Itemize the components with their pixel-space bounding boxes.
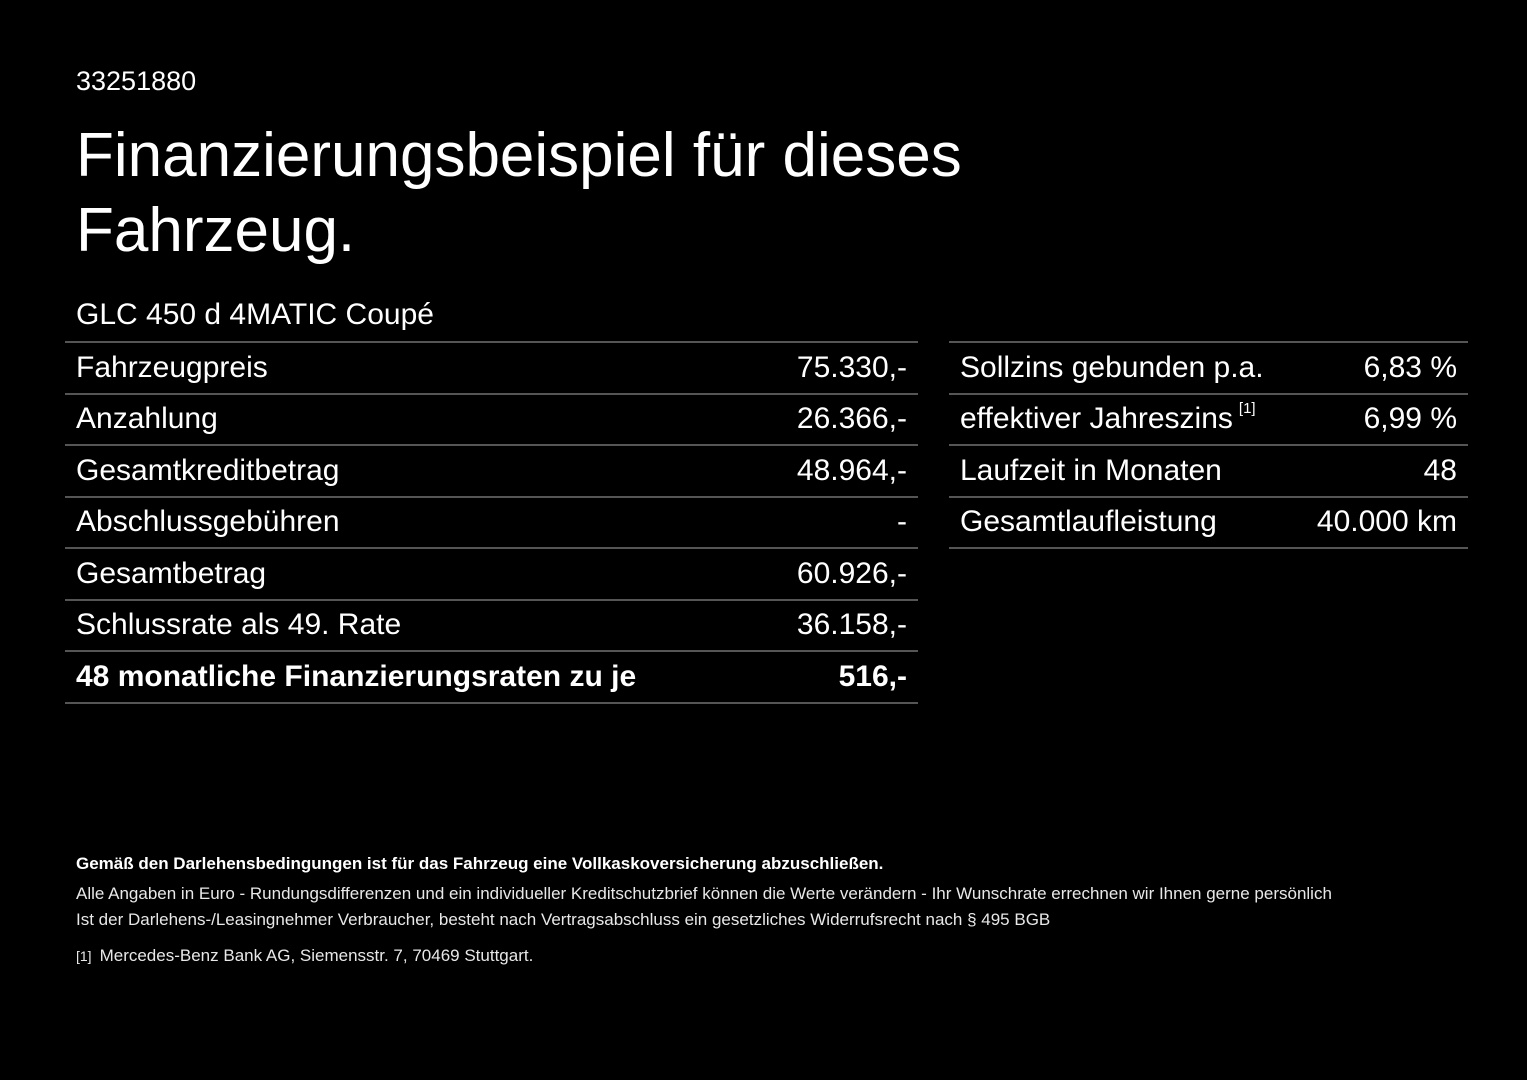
- row-label: effektiver Jahreszins: [960, 402, 1233, 436]
- insurance-note: Gemäß den Darlehensbedingungen ist für d…: [76, 854, 884, 873]
- financing-table: Fahrzeugpreis 75.330,- Anzahlung 26.366,- …: [65, 341, 918, 704]
- row-label: Schlussrate als 49. Rate: [76, 608, 402, 642]
- table-row: Anzahlung 26.366,-: [65, 395, 918, 446]
- row-value: 36.158,-: [796, 608, 907, 642]
- row-label: Gesamtlaufleistung: [960, 505, 1217, 539]
- footnote-marker: [1]: [76, 948, 92, 964]
- row-label: Sollzins gebunden p.a.: [960, 350, 1264, 384]
- row-label: 48 monatliche Finanzierungsraten zu je: [76, 659, 637, 693]
- footnote-ref: [1]: [1238, 400, 1256, 418]
- row-value: 48.964,-: [796, 453, 907, 487]
- row-value: 6,99 %: [1363, 402, 1457, 436]
- row-label: Laufzeit in Monaten: [960, 453, 1222, 487]
- table-row: Abschlussgebühren -: [65, 498, 918, 549]
- table-row: Sollzins gebunden p.a. 6,83 %: [949, 343, 1468, 395]
- row-label: Anzahlung: [76, 402, 218, 436]
- row-value: 48: [1423, 453, 1457, 487]
- row-value: 26.366,-: [796, 402, 907, 436]
- page-title: Finanzierungsbeispiel für dieses Fahrzeu…: [76, 121, 962, 265]
- row-value: 40.000 km: [1316, 505, 1457, 539]
- row-value: 75.330,-: [796, 350, 907, 384]
- interest-table: Sollzins gebunden p.a. 6,83 % effektiver …: [949, 341, 1468, 549]
- row-label: Abschlussgebühren: [76, 505, 340, 539]
- table-row: effektiver Jahreszins [1] 6,99 %: [949, 395, 1468, 446]
- row-label: Gesamtkreditbetrag: [76, 453, 340, 487]
- table-row: Gesamtkreditbetrag 48.964,-: [65, 446, 918, 498]
- vehicle-id: 33251880: [76, 66, 197, 96]
- footnote-text: Mercedes-Benz Bank AG, Siemensstr. 7, 70…: [99, 946, 534, 965]
- model-name: GLC 450 d 4MATIC Coupé: [76, 298, 434, 331]
- row-value: 6,83 %: [1363, 350, 1457, 384]
- table-row: Laufzeit in Monaten 48: [949, 446, 1468, 498]
- row-label: Gesamtbetrag: [76, 556, 267, 590]
- row-value: 516,-: [838, 659, 907, 693]
- withdrawal-note: Ist der Darlehens-/Leasingnehmer Verbrau…: [76, 910, 1051, 929]
- table-row: Gesamtlaufleistung 40.000 km: [949, 498, 1468, 549]
- footnote: [1] Mercedes-Benz Bank AG, Siemensstr. 7,…: [76, 946, 533, 966]
- row-value: -: [897, 505, 907, 539]
- row-label: Fahrzeugpreis: [76, 350, 268, 384]
- euro-note: Alle Angaben in Euro - Rundungsdifferenz…: [76, 884, 1332, 903]
- monthly-rate-row: 48 monatliche Finanzierungsraten zu je 51…: [65, 652, 918, 704]
- table-row: Schlussrate als 49. Rate 36.158,-: [65, 601, 918, 652]
- table-row: Fahrzeugpreis 75.330,-: [65, 343, 918, 395]
- table-row: Gesamtbetrag 60.926,-: [65, 549, 918, 601]
- row-value: 60.926,-: [796, 556, 907, 590]
